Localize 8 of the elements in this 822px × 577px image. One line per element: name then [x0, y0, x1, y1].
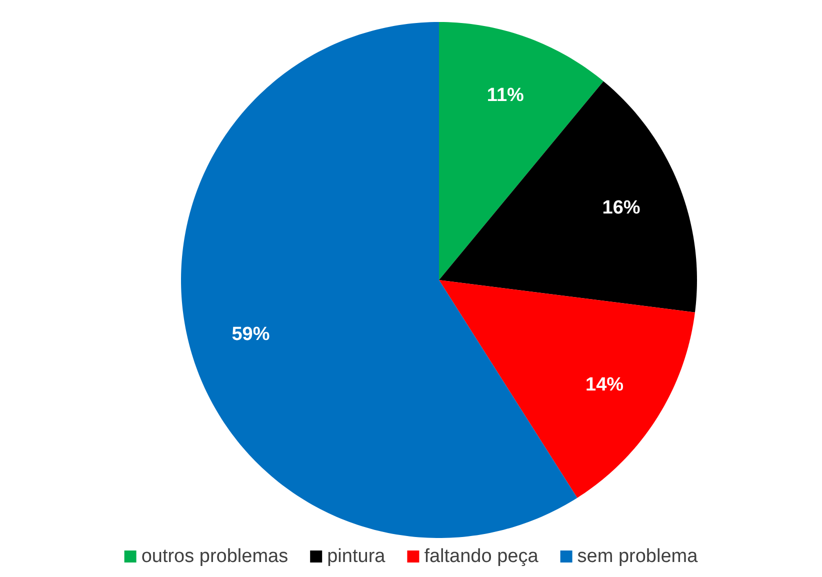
- legend-label: outros problemas: [141, 546, 288, 567]
- data-label: 59%: [232, 324, 270, 346]
- legend-label: faltando peça: [424, 546, 539, 567]
- legend-label: sem problema: [577, 546, 698, 567]
- data-label: 14%: [586, 374, 624, 396]
- data-label: 11%: [486, 85, 524, 106]
- data-label: 16%: [602, 197, 640, 218]
- legend-label: pintura: [327, 546, 386, 567]
